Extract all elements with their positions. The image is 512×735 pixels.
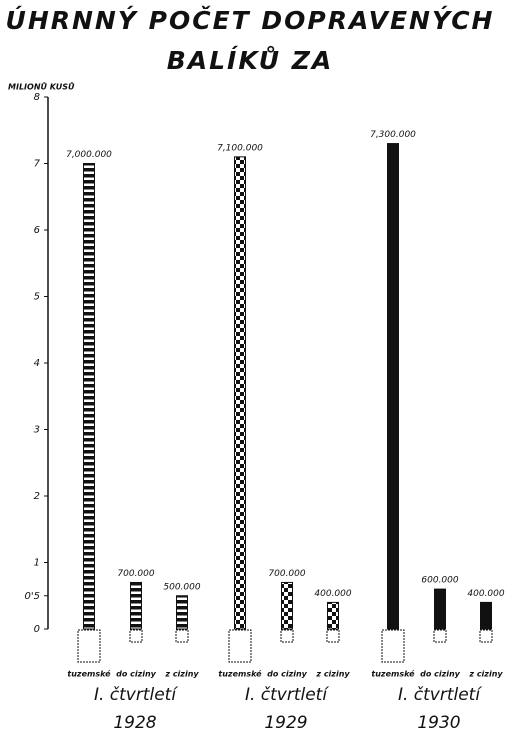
value-label: 7,000.000 (66, 150, 112, 160)
category-prefix: I. čtvrtletí (94, 685, 178, 705)
series-label: do ciziny (420, 670, 461, 679)
value-label: 7,300.000 (370, 130, 416, 140)
chart-title: ÚHRNNÝ POČET DOPRAVENÝCH (6, 5, 495, 35)
category-prefix: I. čtvrtletí (398, 685, 482, 705)
y-tick-label: 2 (34, 491, 40, 502)
value-label: 600.000 (421, 576, 458, 586)
package-icon (326, 629, 340, 643)
y-tick-label: 0'5 (25, 591, 40, 602)
value-label: 700.000 (268, 569, 305, 579)
bar (327, 601, 339, 630)
package-icon (433, 629, 447, 643)
y-tick-label: 7 (34, 159, 41, 170)
bar (387, 143, 399, 630)
package-icon (77, 629, 101, 663)
y-tick-label: 1 (34, 558, 40, 569)
y-axis-label: MILIONŮ KUSŮ (8, 81, 75, 92)
bar (176, 595, 188, 630)
series-label: do ciziny (116, 670, 157, 679)
package-icon (175, 629, 189, 643)
y-tick-label: 0 (34, 624, 40, 635)
x-tick-label: 1930 (417, 713, 460, 733)
series-label: tuzemské (67, 669, 111, 679)
value-label: 500.000 (163, 582, 200, 592)
bar (83, 163, 95, 630)
y-tick-label: 3 (34, 425, 40, 436)
y-tick-label: 8 (34, 92, 40, 103)
series-label: do ciziny (267, 670, 308, 679)
package-icon (228, 629, 252, 663)
value-label: 700.000 (117, 569, 154, 579)
y-tick-label: 5 (34, 292, 40, 303)
chart-title: BALÍKŮ ZA (167, 45, 334, 75)
package-icon (381, 629, 405, 663)
x-tick-label: 1928 (113, 713, 156, 733)
x-tick-label: 1929 (264, 713, 307, 733)
package-icon (280, 629, 294, 643)
bar (130, 581, 142, 630)
bar (234, 156, 246, 630)
y-tick-label: 6 (34, 225, 40, 236)
package-icon (129, 629, 143, 643)
bar (434, 588, 446, 630)
series-label: tuzemské (218, 669, 262, 679)
series-label: z ciziny (468, 670, 503, 679)
value-label: 7,100.000 (217, 143, 263, 153)
value-label: 400.000 (314, 589, 351, 599)
series-label: z ciziny (315, 670, 350, 679)
y-tick-label: 4 (34, 358, 40, 369)
series-label: z ciziny (164, 670, 199, 679)
value-label: 400.000 (467, 589, 504, 599)
bar (281, 581, 293, 630)
package-icon (479, 629, 493, 643)
bar (480, 601, 492, 630)
series-label: tuzemské (371, 669, 415, 679)
category-prefix: I. čtvrtletí (245, 685, 329, 705)
